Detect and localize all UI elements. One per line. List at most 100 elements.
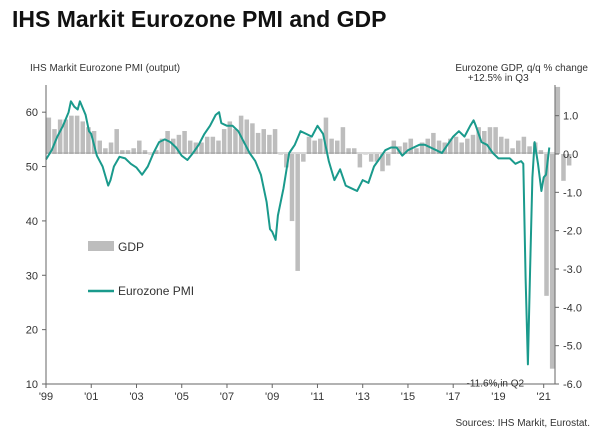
gdp-bar xyxy=(244,119,250,154)
gdp-bar xyxy=(346,148,351,154)
left-tick-label: 40 xyxy=(26,216,38,228)
gdp-bar xyxy=(465,138,470,154)
gdp-bar xyxy=(385,154,391,166)
gdp-bar xyxy=(204,136,210,154)
gdp-bar xyxy=(453,136,459,154)
gdp-bar xyxy=(97,140,102,154)
gdp-bar xyxy=(108,142,114,154)
gdp-bar xyxy=(408,138,414,154)
gdp-bar xyxy=(476,127,481,154)
source-text: Sources: IHS Markit, Eurostat. xyxy=(456,418,591,429)
gdp-bar xyxy=(555,86,561,154)
x-tick-label: '11 xyxy=(311,391,325,403)
x-tick-label: '09 xyxy=(265,391,279,403)
x-tick-label: '13 xyxy=(356,391,370,403)
gdp-bar xyxy=(504,138,510,154)
gdp-bar xyxy=(199,142,204,154)
gdp-bar xyxy=(114,129,119,154)
right-tick-label: -3.0 xyxy=(563,264,582,276)
gdp-bar xyxy=(80,121,86,154)
gdp-bar xyxy=(436,140,442,154)
gdp-bar xyxy=(69,115,74,154)
gdp-bar xyxy=(120,150,125,154)
gdp-bar xyxy=(216,140,221,154)
gdp-bar xyxy=(233,129,238,154)
annotation-label: -11.6% in Q2 xyxy=(466,379,524,390)
gdp-bar xyxy=(187,140,193,154)
gdp-bar xyxy=(318,138,323,154)
gdp-bar xyxy=(431,132,436,154)
gdp-bar xyxy=(312,140,317,154)
gdp-bar xyxy=(335,140,340,154)
x-tick-label: '07 xyxy=(220,391,234,403)
gdp-bar xyxy=(74,115,80,154)
gdp-bar xyxy=(103,148,108,154)
gdp-bar xyxy=(561,154,566,181)
right-tick-label: 0.0 xyxy=(563,149,578,161)
gdp-bar xyxy=(527,146,532,154)
gdp-bar xyxy=(250,123,255,154)
gdp-bar xyxy=(499,136,504,154)
left-tick-label: 30 xyxy=(26,270,38,282)
gdp-bar xyxy=(227,121,233,154)
gdp-bar xyxy=(380,154,385,172)
gdp-bar xyxy=(267,134,272,154)
gdp-bar xyxy=(374,154,380,162)
annotation-label: +12.5% in Q3 xyxy=(468,73,529,84)
right-tick-label: -5.0 xyxy=(563,341,582,353)
gdp-bar xyxy=(125,150,131,154)
right-tick-label: -6.0 xyxy=(563,379,582,391)
gdp-bar xyxy=(448,138,453,154)
gdp-bar xyxy=(340,127,346,154)
gdp-bar xyxy=(301,154,306,162)
x-tick-label: '17 xyxy=(446,391,460,403)
gdp-bar xyxy=(289,154,295,222)
gdp-bar xyxy=(510,148,515,154)
gdp-bar xyxy=(182,131,187,154)
gdp-bar xyxy=(142,150,148,154)
gdp-bar xyxy=(57,119,63,154)
right-tick-label: -4.0 xyxy=(563,302,582,314)
gdp-bar xyxy=(221,129,227,154)
gdp-bar xyxy=(566,154,572,166)
gdp-bar xyxy=(159,138,165,154)
left-tick-label: 20 xyxy=(26,325,38,337)
gdp-bar xyxy=(521,136,527,154)
gdp-bar xyxy=(295,154,300,271)
gdp-bar xyxy=(63,119,69,154)
left-tick-label: 60 xyxy=(26,107,38,119)
gdp-bar xyxy=(402,142,408,154)
gdp-bar xyxy=(176,134,182,154)
gdp-bar xyxy=(363,154,368,155)
gdp-bar xyxy=(306,136,312,154)
page-title: IHS Markit Eurozone PMI and GDP xyxy=(12,6,387,32)
left-tick-label: 50 xyxy=(26,162,38,174)
gdp-bar xyxy=(459,142,464,154)
gdp-bar xyxy=(154,150,159,154)
pmi-line xyxy=(45,100,551,366)
legend-swatch-gdp xyxy=(88,241,114,251)
x-tick-label: '21 xyxy=(537,391,551,403)
gdp-bar xyxy=(261,129,266,154)
legend-label-gdp: GDP xyxy=(118,240,144,254)
left-tick-label: 10 xyxy=(26,379,38,391)
gdp-bar xyxy=(470,134,476,154)
x-tick-label: '15 xyxy=(401,391,415,403)
gdp-bar xyxy=(131,148,136,154)
gdp-bar xyxy=(414,148,419,154)
gdp-bar xyxy=(368,154,374,162)
gdp-bar xyxy=(272,129,278,154)
gdp-bar xyxy=(515,140,521,154)
gdp-bar xyxy=(419,142,425,154)
gdp-bar xyxy=(165,131,170,154)
right-axis-label: Eurozone GDP, q/q % change xyxy=(455,63,588,74)
gdp-bar xyxy=(329,138,334,154)
legend-label-pmi: Eurozone PMI xyxy=(118,284,194,298)
gdp-bar xyxy=(46,117,52,154)
x-tick-label: '99 xyxy=(39,391,53,403)
gdp-bar xyxy=(544,154,549,296)
x-tick-label: '19 xyxy=(491,391,505,403)
gdp-bar xyxy=(137,140,142,154)
gdp-bar xyxy=(493,127,498,154)
